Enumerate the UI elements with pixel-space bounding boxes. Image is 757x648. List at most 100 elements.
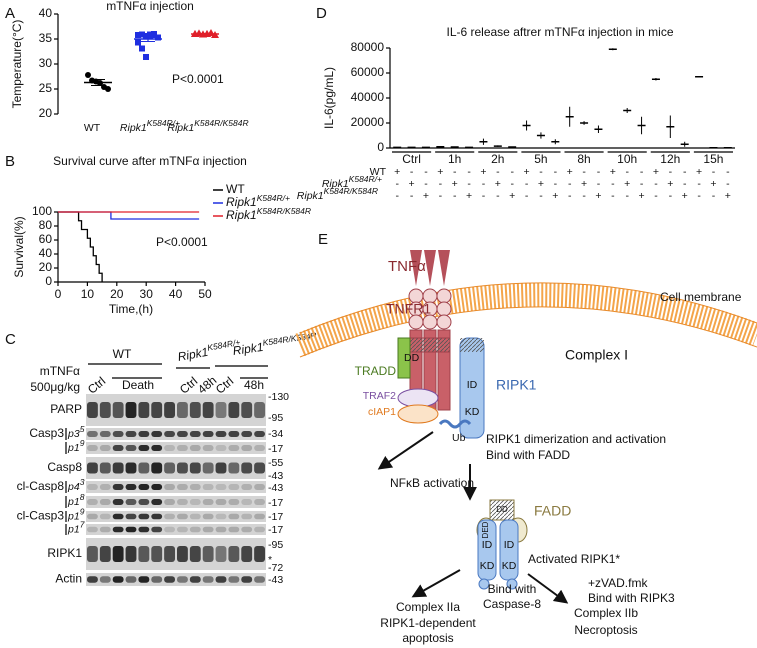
lane-label: 48h [244, 378, 264, 392]
sign: - [482, 190, 486, 202]
domain-label: DD [496, 505, 508, 514]
blot-band [125, 513, 137, 520]
x-tick-label: WT [84, 122, 101, 134]
sign: - [654, 190, 658, 202]
ciap1-shape [397, 404, 439, 424]
y-tick-label: 30 [39, 56, 53, 70]
sign: - [712, 190, 716, 202]
blot-band [254, 513, 265, 520]
sign: - [568, 190, 572, 202]
sign: - [582, 166, 586, 178]
blot-band [177, 576, 188, 583]
blot-band [228, 499, 240, 505]
size-marker: -34 [268, 428, 283, 440]
blot-band [177, 513, 188, 520]
blot-band [99, 526, 111, 533]
blot-band [254, 526, 265, 533]
blot-band [87, 526, 98, 533]
x-tick-label: 8h [577, 152, 590, 166]
legend-label: Ripk1K584R/K584R [226, 206, 311, 222]
size-marker: -72 [268, 562, 283, 574]
blot-band [189, 526, 201, 533]
y-tick-label: 35 [39, 31, 53, 45]
ripk1-dd [460, 338, 484, 352]
panel-letter: D [316, 5, 327, 22]
genotype: WT [113, 347, 132, 361]
sign: - [712, 166, 716, 178]
blot-band [99, 546, 111, 562]
blot-band [125, 546, 137, 562]
blot-band [112, 445, 124, 451]
blot-band [177, 462, 188, 474]
point [151, 31, 157, 37]
blot-band [138, 499, 150, 505]
x-tick-label: 10 [81, 287, 95, 301]
domain-label: DED [481, 521, 490, 538]
blot-band [228, 526, 240, 533]
blot-band [112, 431, 124, 437]
domain-label: KD [502, 560, 517, 572]
blot-band [99, 445, 111, 451]
y-tick-label: 20 [39, 106, 53, 120]
size-marker: -43 [268, 470, 283, 482]
blot-band [138, 445, 150, 451]
blot-band [151, 499, 163, 505]
size-marker: -130 [268, 391, 289, 403]
blot-band [99, 499, 111, 505]
blot-band [215, 431, 227, 437]
sign: + [595, 190, 601, 202]
sign: - [640, 178, 644, 190]
blot-band [215, 526, 227, 533]
y-tick-label: 20 [39, 260, 53, 274]
size-marker: -95 [268, 412, 283, 424]
size-marker: -17 [268, 443, 283, 455]
size-marker: -43 [268, 574, 283, 586]
complex-iia: RIPK1-dependent [380, 616, 476, 630]
sign: - [582, 190, 586, 202]
sign: - [395, 178, 399, 190]
sign: - [439, 178, 443, 190]
size-marker: -17 [268, 497, 283, 509]
lane-label: Ctrl [213, 374, 236, 397]
blot-band [177, 445, 188, 451]
sign: + [509, 190, 515, 202]
blot-label: RIPK1 [47, 546, 82, 560]
x-tick-label: 30 [140, 287, 154, 301]
sign: - [467, 178, 471, 190]
sign: - [568, 178, 572, 190]
sign: + [624, 178, 630, 190]
blot-band [99, 402, 111, 418]
blot-band [151, 431, 163, 437]
domain-label: DD [404, 352, 420, 364]
sign: + [610, 166, 616, 178]
y-tick-label: 20000 [351, 115, 385, 129]
blot-band [164, 576, 175, 583]
y-tick-label: 60 [39, 232, 53, 246]
point [135, 39, 141, 46]
tradd-shape [397, 337, 411, 379]
traf2-shape [397, 388, 439, 408]
sign: - [611, 178, 615, 190]
blot-sublabel: p18 [67, 492, 85, 508]
row-label: Ripk1K584R/K584R [297, 186, 378, 202]
blot-sublabel: p19 [67, 507, 85, 523]
sign: - [597, 178, 601, 190]
point [139, 31, 145, 38]
sign: - [453, 190, 457, 202]
blot-band [99, 513, 111, 520]
activated-label: Activated RIPK1* [528, 552, 620, 566]
blot-band [112, 462, 124, 474]
y-tick-label: 25 [39, 81, 53, 95]
annotation: P<0.0001 [156, 235, 208, 249]
sign: - [726, 178, 730, 190]
arrow [527, 573, 569, 604]
y-tick-label: 40 [39, 246, 53, 260]
blot-band [112, 576, 124, 583]
blot-band [228, 576, 240, 583]
blot-label: Casp3 [29, 426, 64, 440]
x-tick-label: 20 [110, 287, 124, 301]
blot-band [254, 445, 265, 451]
membrane-edge [299, 306, 757, 358]
sign: - [654, 178, 658, 190]
blot-band [125, 499, 137, 505]
